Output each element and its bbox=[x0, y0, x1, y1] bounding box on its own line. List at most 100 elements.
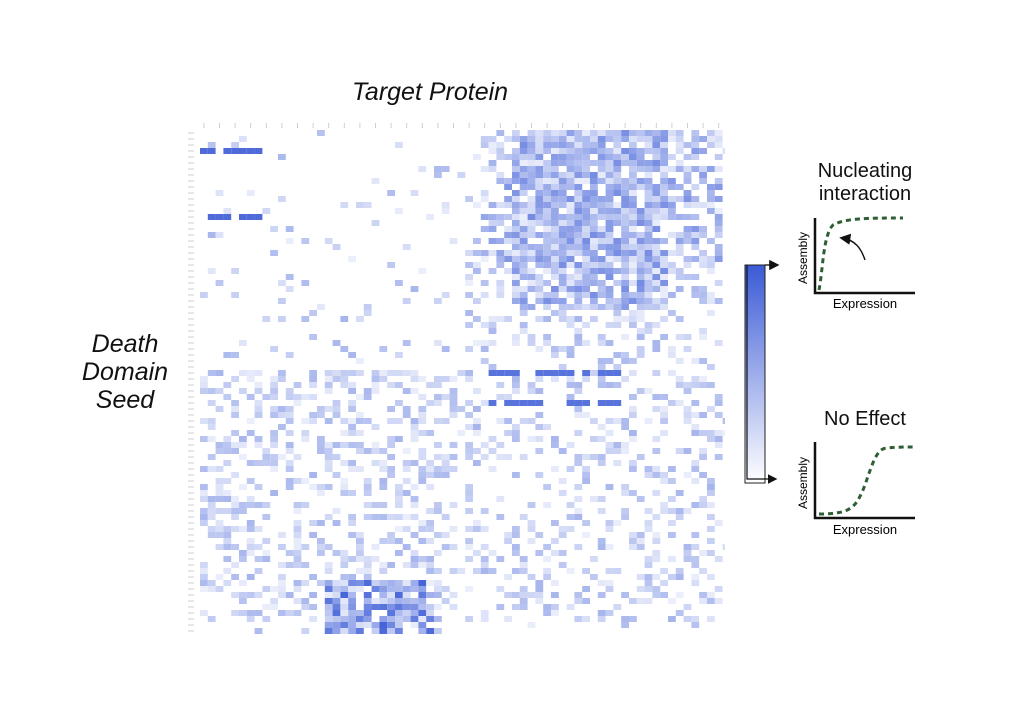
heatmap-cell bbox=[527, 436, 536, 442]
heatmap-cell bbox=[254, 412, 263, 418]
heatmap-cell bbox=[558, 262, 567, 268]
heatmap-cell bbox=[387, 262, 395, 268]
heatmap-cell bbox=[551, 292, 559, 298]
heatmap-cell bbox=[644, 598, 653, 604]
heatmap-cell bbox=[613, 364, 622, 370]
heatmap-cell bbox=[707, 574, 715, 580]
heatmap-cell bbox=[551, 166, 559, 172]
heatmap-cell bbox=[512, 592, 520, 598]
heatmap-cell bbox=[262, 616, 271, 622]
heatmap-cell bbox=[629, 394, 637, 400]
heatmap-cell bbox=[200, 514, 208, 520]
heatmap-cell bbox=[574, 430, 583, 436]
heatmap-cell bbox=[387, 580, 395, 586]
heatmap-cell bbox=[714, 298, 723, 304]
heatmap-cell bbox=[418, 592, 427, 598]
heatmap-cell bbox=[644, 238, 653, 244]
heatmap-cell bbox=[332, 340, 341, 346]
heatmap-cell bbox=[707, 382, 715, 388]
heatmap-cell bbox=[543, 190, 551, 196]
heatmap-cell bbox=[207, 526, 216, 532]
heatmap-cell bbox=[636, 538, 645, 544]
heatmap-cell bbox=[519, 274, 528, 280]
heatmap-cell bbox=[504, 238, 512, 244]
heatmap-cell bbox=[644, 562, 653, 568]
heatmap-cell bbox=[293, 562, 302, 568]
heatmap-cell bbox=[707, 538, 715, 544]
heatmap-cell bbox=[207, 532, 216, 538]
heatmap-cell bbox=[504, 370, 512, 376]
heatmap-cell bbox=[434, 532, 442, 538]
heatmap-cell bbox=[254, 556, 263, 562]
heatmap-cell bbox=[597, 268, 606, 274]
heatmap-cell bbox=[597, 592, 606, 598]
heatmap-cell bbox=[270, 436, 278, 442]
heatmap-cell bbox=[434, 568, 442, 574]
heatmap-cell bbox=[496, 496, 505, 502]
heatmap-cell bbox=[519, 418, 528, 424]
heatmap-cell bbox=[699, 550, 707, 556]
heatmap-cell bbox=[231, 544, 239, 550]
heatmap-cell bbox=[597, 136, 606, 142]
heatmap-cell bbox=[699, 382, 707, 388]
heatmap-cell bbox=[558, 250, 567, 256]
heatmap-cell bbox=[551, 130, 559, 136]
heatmap-cell bbox=[231, 430, 239, 436]
heatmap-cell bbox=[551, 148, 559, 154]
heatmap-cell bbox=[543, 574, 551, 580]
heatmap-cell bbox=[605, 202, 614, 208]
heatmap-cell bbox=[309, 334, 317, 340]
heatmap-cell bbox=[324, 448, 333, 454]
heatmap-cell bbox=[426, 400, 434, 406]
heatmap-cell bbox=[434, 454, 442, 460]
heatmap-cell bbox=[707, 526, 715, 532]
heatmap-cell bbox=[605, 178, 614, 184]
heatmap-cell bbox=[714, 556, 723, 562]
heatmap-cell bbox=[636, 268, 645, 274]
heatmap-cell bbox=[371, 178, 380, 184]
heatmap-cell bbox=[278, 544, 286, 550]
heatmap-cell bbox=[496, 214, 505, 220]
heatmap-cell bbox=[675, 376, 684, 382]
heatmap-cell bbox=[293, 598, 302, 604]
heatmap-cell bbox=[543, 136, 551, 142]
heatmap-cell bbox=[254, 370, 263, 376]
heatmap-cell bbox=[324, 592, 333, 598]
heatmap-cell bbox=[239, 442, 247, 448]
heatmap-cell bbox=[691, 154, 700, 160]
heatmap-cell bbox=[379, 346, 388, 352]
heatmap-cell bbox=[348, 580, 356, 586]
heatmap-cell bbox=[535, 280, 544, 286]
heatmap-cell bbox=[683, 178, 692, 184]
heatmap-cell bbox=[613, 418, 622, 424]
heatmap-cell bbox=[652, 286, 661, 292]
heatmap-cell bbox=[613, 268, 622, 274]
heatmap-cell bbox=[441, 460, 450, 466]
heatmap-cell bbox=[418, 520, 427, 526]
heatmap-cell bbox=[543, 226, 551, 232]
heatmap-cell bbox=[574, 208, 583, 214]
heatmap-cell bbox=[348, 490, 356, 496]
heatmap-cell bbox=[675, 286, 684, 292]
heatmap-cell bbox=[504, 136, 512, 142]
heatmap-cell bbox=[605, 568, 614, 574]
heatmap-cell bbox=[231, 496, 239, 502]
heatmap-cell bbox=[644, 256, 653, 262]
heatmap-cell bbox=[543, 148, 551, 154]
heatmap-cell bbox=[410, 496, 419, 502]
heatmap-cell bbox=[605, 232, 614, 238]
heatmap-cell bbox=[519, 142, 528, 148]
heatmap-cell bbox=[293, 580, 302, 586]
heatmap-cell bbox=[262, 316, 271, 322]
heatmap-cell bbox=[426, 472, 434, 478]
heatmap-cell bbox=[246, 190, 255, 196]
heatmap-cell bbox=[597, 214, 606, 220]
heatmap-cell bbox=[613, 244, 622, 250]
heatmap-cell bbox=[535, 532, 544, 538]
heatmap-cell bbox=[683, 172, 692, 178]
heatmap-cell bbox=[675, 274, 684, 280]
heatmap-cell bbox=[270, 250, 278, 256]
heatmap-cell bbox=[402, 406, 411, 412]
heatmap-cell bbox=[675, 568, 684, 574]
heatmap-cell bbox=[590, 256, 598, 262]
